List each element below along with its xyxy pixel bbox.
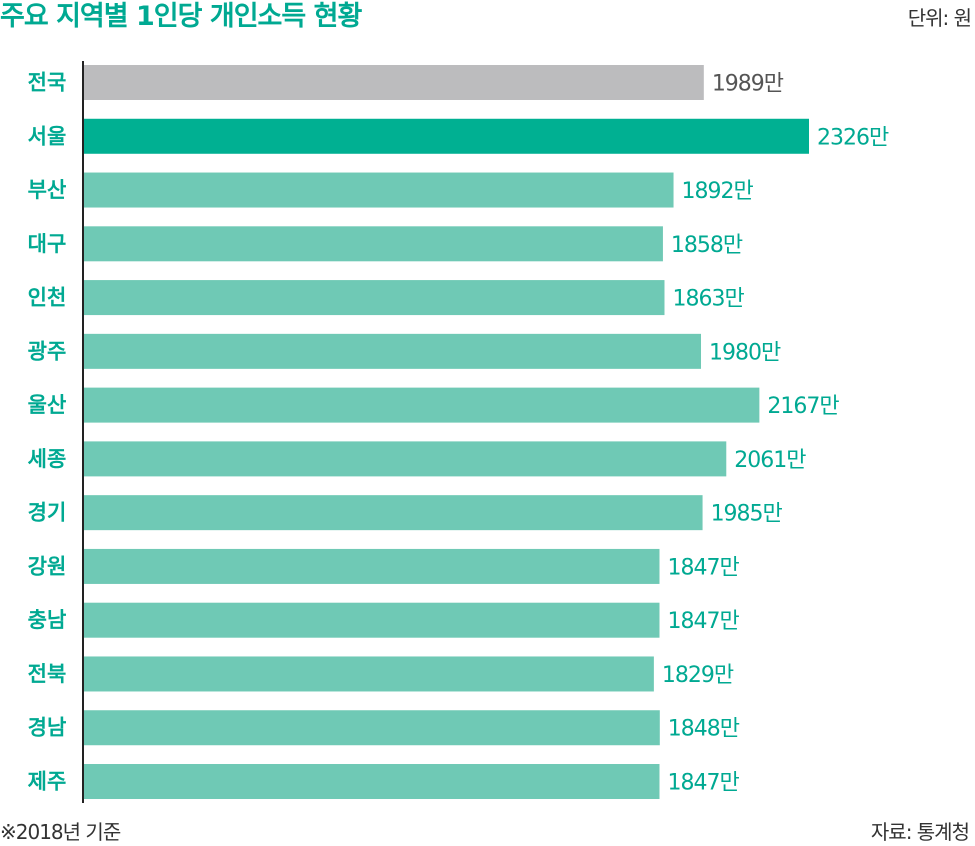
bar-6: [83, 387, 760, 423]
bar-9: [83, 548, 660, 584]
bar-10: [83, 602, 660, 638]
value-label-13: 1847만: [667, 771, 739, 796]
category-label-6: 울산: [28, 393, 67, 417]
value-label-7: 2061만: [734, 448, 806, 473]
bar-4: [83, 280, 665, 316]
category-label-0: 전국: [28, 71, 67, 95]
bar-7: [83, 441, 727, 477]
value-label-1: 2326만: [817, 125, 889, 150]
chart-title: 주요 지역별 1인당 개인소득 현황: [0, 1, 362, 32]
category-label-3: 대구: [28, 232, 67, 256]
value-label-6: 2167만: [767, 394, 839, 419]
category-label-12: 경남: [28, 716, 67, 740]
value-label-8: 1985만: [711, 502, 783, 527]
category-label-2: 부산: [28, 178, 67, 202]
category-label-13: 제주: [28, 770, 67, 794]
category-label-9: 강원: [28, 554, 67, 578]
bar-11: [83, 656, 654, 692]
category-label-5: 광주: [28, 339, 67, 363]
category-label-7: 세종: [28, 447, 67, 471]
category-label-4: 인천: [28, 286, 67, 310]
bar-3: [83, 226, 663, 262]
value-label-10: 1847만: [667, 609, 739, 634]
unit-label: 단위: 원: [907, 6, 972, 30]
source-label: 자료: 통계청: [870, 820, 970, 844]
bar-1: [83, 118, 809, 154]
bar-13: [83, 764, 660, 800]
value-label-0: 1989만: [712, 72, 784, 97]
footnote: ※2018년 기준: [0, 820, 121, 844]
bar-8: [83, 495, 703, 531]
category-label-10: 충남: [28, 608, 67, 632]
value-label-2: 1892만: [682, 179, 754, 204]
bar-0: [83, 65, 704, 100]
value-label-5: 1980만: [709, 340, 781, 365]
bar-12: [83, 710, 660, 746]
value-label-3: 1858만: [671, 233, 743, 258]
value-label-12: 1848만: [668, 717, 740, 742]
value-label-4: 1863만: [672, 287, 744, 312]
category-label-8: 경기: [28, 501, 67, 525]
value-label-9: 1847만: [667, 555, 739, 580]
bar-5: [83, 333, 702, 369]
value-label-11: 1829만: [662, 663, 734, 688]
bar-2: [83, 172, 674, 208]
category-label-11: 전북: [28, 662, 67, 686]
category-label-1: 서울: [28, 124, 67, 148]
